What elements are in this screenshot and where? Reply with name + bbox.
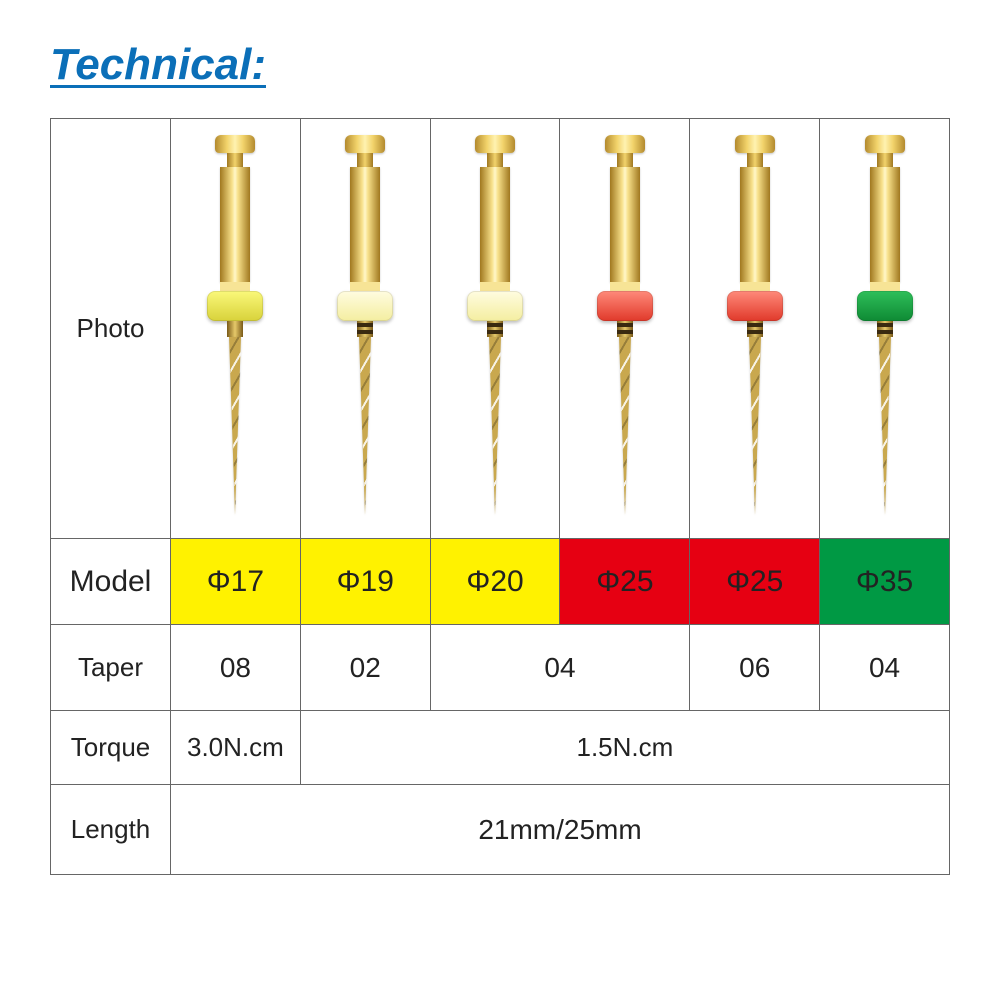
photo-cell (820, 119, 950, 539)
endo-file-icon (465, 135, 525, 515)
taper-cell: 04 (820, 625, 950, 711)
torque-cell: 3.0N.cm (171, 711, 301, 785)
row-photo: Photo (51, 119, 950, 539)
photo-cell (171, 119, 301, 539)
row-torque: Torque 3.0N.cm1.5N.cm (51, 711, 950, 785)
label-taper: Taper (51, 625, 171, 711)
taper-cell: 08 (171, 625, 301, 711)
taper-cell: 04 (430, 625, 690, 711)
label-torque: Torque (51, 711, 171, 785)
row-length: Length 21mm/25mm (51, 785, 950, 875)
photo-cell (430, 119, 560, 539)
endo-file-icon (855, 135, 915, 515)
model-cell: Φ25 (560, 539, 690, 625)
taper-cell: 06 (690, 625, 820, 711)
model-cell: Φ19 (300, 539, 430, 625)
label-model: Model (51, 539, 171, 625)
photo-cell (560, 119, 690, 539)
model-cell: Φ17 (171, 539, 301, 625)
model-cell: Φ35 (820, 539, 950, 625)
model-cell: Φ25 (690, 539, 820, 625)
endo-file-icon (595, 135, 655, 515)
label-photo: Photo (51, 119, 171, 539)
model-cell: Φ20 (430, 539, 560, 625)
torque-cell: 1.5N.cm (300, 711, 949, 785)
photo-cell (690, 119, 820, 539)
endo-file-icon (205, 135, 265, 515)
label-length: Length (51, 785, 171, 875)
length-value: 21mm/25mm (171, 785, 950, 875)
endo-file-icon (725, 135, 785, 515)
photo-cell (300, 119, 430, 539)
section-title: Technical: (50, 40, 950, 90)
endo-file-icon (335, 135, 395, 515)
taper-cell: 02 (300, 625, 430, 711)
row-taper: Taper 0802040604 (51, 625, 950, 711)
row-model: Model Φ17Φ19Φ20Φ25Φ25Φ35 (51, 539, 950, 625)
technical-table: Photo Model Φ17Φ19Φ20Φ25Φ25Φ35 Taper 080… (50, 118, 950, 875)
